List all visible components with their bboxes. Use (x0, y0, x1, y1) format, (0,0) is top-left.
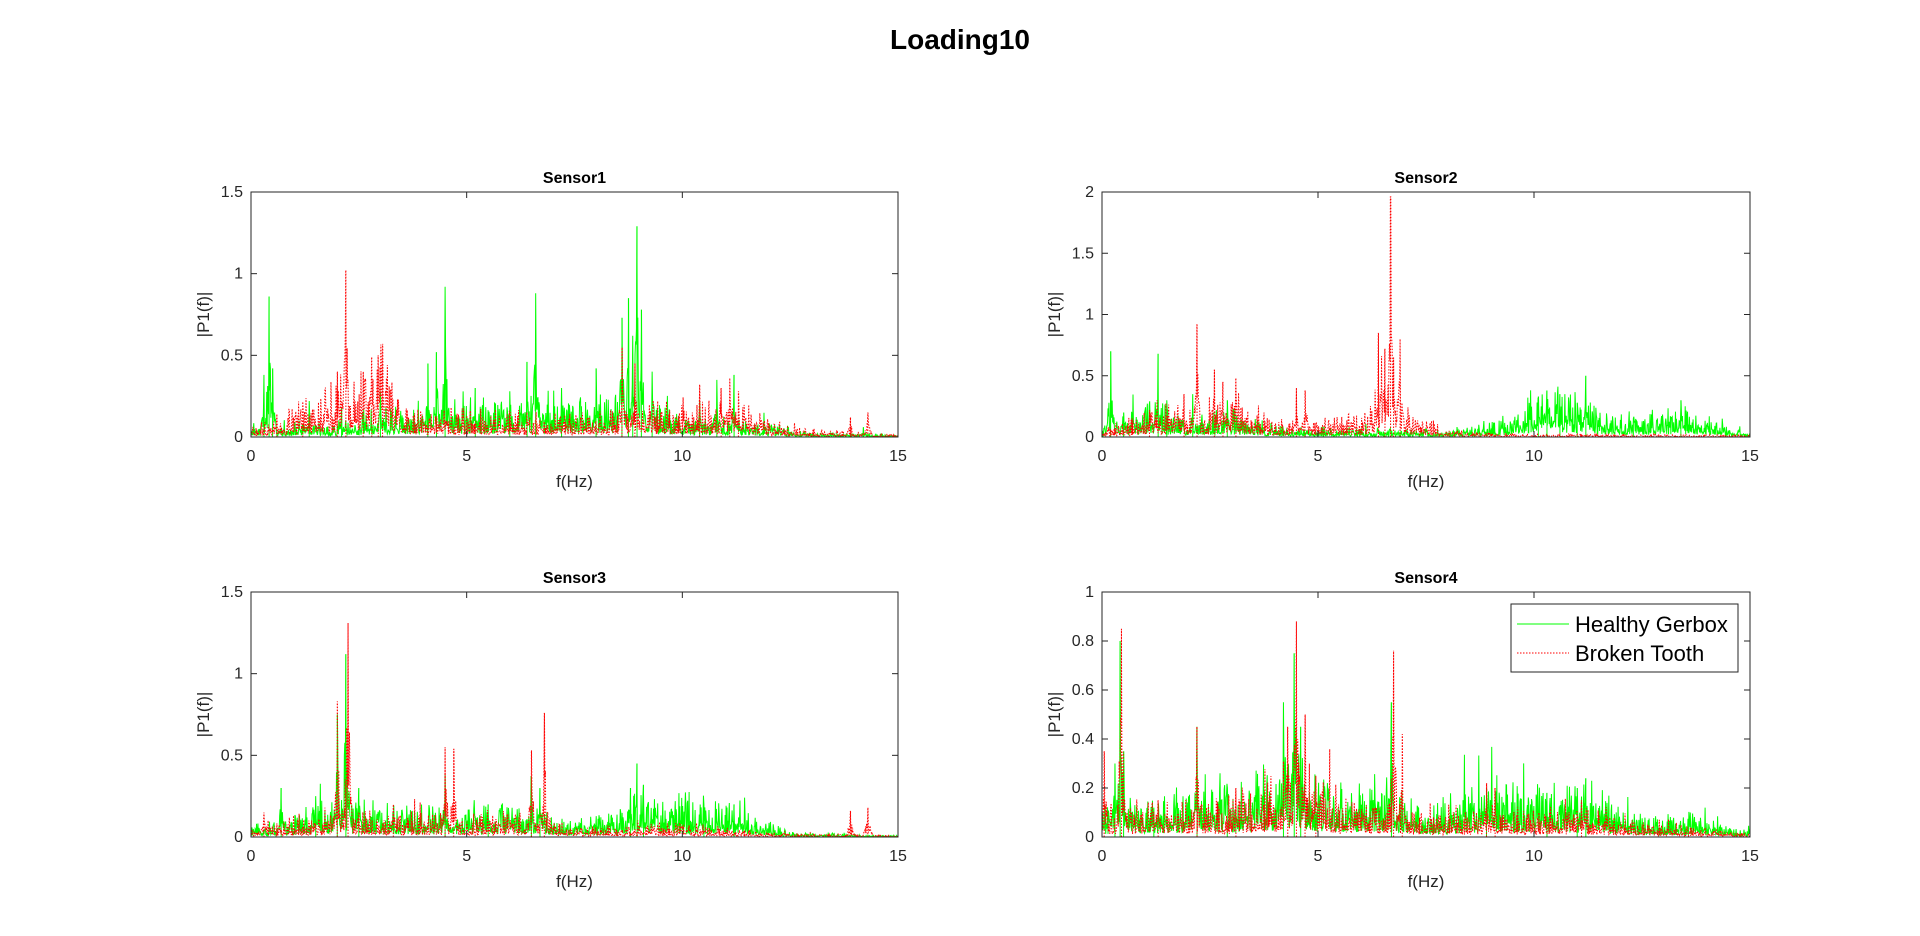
y-tick-label: 1 (1085, 584, 1094, 601)
y-tick-label: 1.5 (221, 584, 243, 601)
x-tick-label: 15 (1741, 848, 1759, 865)
x-tick-label: 15 (889, 848, 907, 865)
subplot-sensor1: 0 5 10 15 0 0.5 1 1.5 Sensor1 f(Hz) |P1(f)| (194, 170, 907, 491)
axes-box (1101, 191, 1751, 438)
series-healthy-gerbox (1102, 351, 1750, 437)
y-axis-label: |P1(f)| (194, 292, 213, 338)
y-tick-label: 0 (234, 829, 243, 846)
legend-label-healthy: Healthy Gerbox (1575, 612, 1728, 637)
x-axis-label: f(Hz) (556, 872, 593, 891)
series-healthy-gerbox (251, 226, 898, 437)
y-tick-label: 0.8 (1072, 633, 1094, 650)
y-tick-label: 1 (234, 666, 243, 683)
y-tick-label: 0.6 (1072, 682, 1094, 699)
x-tick-label: 10 (673, 848, 691, 865)
subplot-title: Sensor3 (543, 570, 606, 587)
axes-box (250, 191, 899, 438)
y-tick-label: 0 (234, 429, 243, 446)
x-tick-label: 5 (462, 448, 471, 465)
series-broken-tooth (251, 270, 898, 437)
axes-box (250, 591, 899, 838)
y-tick-label: 0.4 (1072, 731, 1094, 748)
y-tick-label: 2 (1085, 184, 1094, 201)
subplot-sensor3: 0 5 10 15 0 0.5 1 1.5 Sensor3 f(Hz) |P1(f)| (194, 570, 907, 891)
y-axis-label: |P1(f)| (1045, 292, 1064, 338)
x-tick-label: 5 (1314, 448, 1323, 465)
y-tick-label: 0 (1085, 429, 1094, 446)
subplot-sensor4: 0 5 10 15 0 0.2 0.4 0.6 0.8 1 Sensor4 f(Hz) |P1(f)| (1045, 570, 1759, 891)
y-tick-label: 0.2 (1072, 780, 1094, 797)
y-tick-label: 1 (1085, 307, 1094, 324)
y-axis-label: |P1(f)| (1045, 692, 1064, 738)
y-tick-label: 1.5 (221, 184, 243, 201)
x-axis-label: f(Hz) (556, 472, 593, 491)
x-tick-label: 0 (247, 848, 256, 865)
series-broken-tooth (1102, 621, 1750, 837)
x-tick-label: 0 (1098, 448, 1107, 465)
x-axis-label: f(Hz) (1408, 472, 1445, 491)
x-tick-label: 10 (1525, 848, 1543, 865)
series-broken-tooth (251, 623, 898, 837)
legend: Healthy Gerbox Broken Tooth (1510, 603, 1739, 673)
x-tick-label: 5 (1314, 848, 1323, 865)
y-tick-label: 0.5 (221, 347, 243, 364)
y-tick-label: 0.5 (221, 747, 243, 764)
x-axis-label: f(Hz) (1408, 872, 1445, 891)
subplot-sensor2: 0 5 10 15 0 0.5 1 1.5 2 Sensor2 f(Hz) |P1(f)| (1045, 170, 1759, 491)
series-broken-tooth (1102, 196, 1750, 437)
axes-box (1101, 591, 1751, 838)
y-tick-label: 0 (1085, 829, 1094, 846)
y-tick-label: 1.5 (1072, 245, 1094, 262)
x-tick-label: 5 (462, 848, 471, 865)
subplot-title: Sensor2 (1394, 170, 1457, 187)
legend-box (1510, 603, 1739, 673)
x-tick-label: 15 (1741, 448, 1759, 465)
y-tick-label: 1 (234, 266, 243, 283)
legend-label-broken: Broken Tooth (1575, 641, 1704, 666)
subplot-title: Sensor4 (1394, 570, 1457, 587)
x-tick-label: 15 (889, 448, 907, 465)
x-tick-label: 0 (1098, 848, 1107, 865)
y-axis-label: |P1(f)| (194, 692, 213, 738)
subplot-title: Sensor1 (543, 170, 606, 187)
x-tick-label: 10 (1525, 448, 1543, 465)
figure-title: Loading10 (889, 24, 1030, 55)
x-tick-label: 0 (247, 448, 256, 465)
x-tick-label: 10 (673, 448, 691, 465)
y-tick-label: 0.5 (1072, 368, 1094, 385)
